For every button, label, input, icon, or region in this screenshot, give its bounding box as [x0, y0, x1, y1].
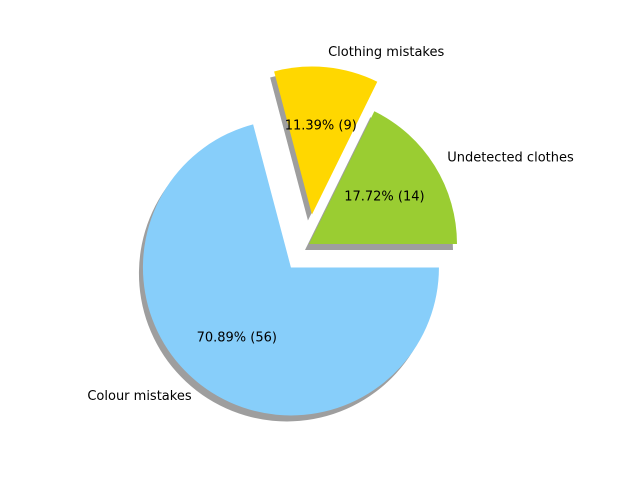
slice-colour-mistakes	[142, 124, 439, 416]
slice-value-label-undetected-clothes: 17.72% (14)	[344, 190, 424, 205]
labels-group: 17.72% (14) Undetected clothes 11.39% (9) C…	[87, 45, 574, 404]
slice-value-label-colour-mistakes: 70.89% (56)	[197, 330, 277, 345]
slice-clothing-mistakes	[274, 66, 378, 215]
slice-value-label-clothing-mistakes: 11.39% (9)	[285, 119, 357, 134]
slices-group	[142, 66, 457, 416]
slice-category-label-clothing-mistakes: Clothing mistakes	[328, 45, 444, 60]
slice-category-label-colour-mistakes: Colour mistakes	[87, 389, 191, 404]
slice-undetected-clothes	[309, 111, 457, 244]
slice-category-label-undetected-clothes: Undetected clothes	[447, 150, 574, 165]
